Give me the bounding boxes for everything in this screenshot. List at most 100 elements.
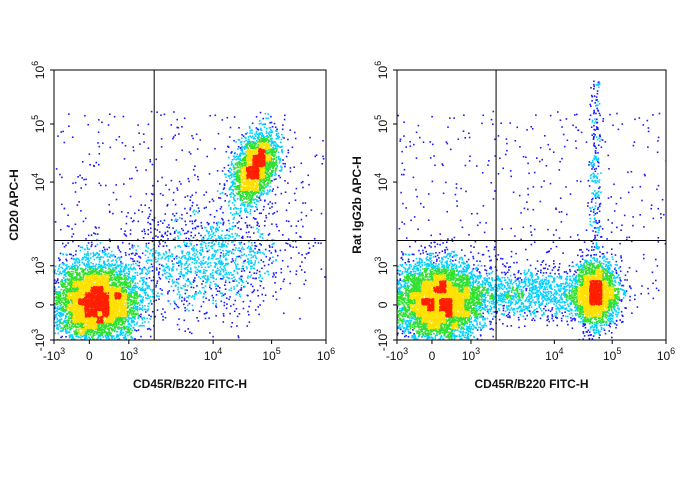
event-dot	[216, 270, 219, 272]
event-dot	[74, 333, 76, 335]
event-dot	[284, 163, 286, 165]
event-dot	[302, 225, 304, 228]
event-dot	[221, 170, 224, 172]
event-dot	[219, 292, 222, 294]
event-dot	[254, 147, 256, 150]
event-dot	[172, 213, 174, 215]
event-dot	[87, 234, 90, 237]
event-dot	[136, 253, 138, 255]
event-dot	[80, 332, 82, 334]
event-dot	[239, 180, 242, 183]
event-dot	[147, 256, 150, 259]
event-dot	[91, 345, 93, 347]
event-dot	[99, 322, 102, 324]
event-dot	[255, 277, 257, 280]
event-dot	[90, 343, 92, 345]
event-dot	[256, 128, 259, 130]
event-dot	[263, 182, 265, 185]
event-dot	[272, 188, 274, 190]
event-dot	[269, 257, 271, 259]
event-dot	[224, 259, 227, 261]
event-dot	[230, 174, 232, 176]
event-dot	[268, 190, 271, 193]
event-dot	[123, 270, 125, 273]
event-dot	[171, 275, 173, 278]
event-dot	[244, 197, 246, 199]
event-dot	[179, 294, 181, 296]
event-dot	[181, 300, 183, 302]
event-dot	[201, 227, 203, 229]
event-dot	[141, 298, 144, 300]
event-dot	[270, 140, 272, 143]
event-dot	[126, 296, 129, 298]
event-dot	[203, 313, 206, 315]
event-dot	[55, 168, 58, 170]
event-dot	[86, 258, 89, 260]
event-dot	[64, 317, 67, 320]
event-dot	[195, 249, 198, 251]
event-dot	[128, 297, 131, 299]
event-dot	[86, 332, 88, 335]
event-dot	[74, 289, 77, 291]
event-dot	[115, 266, 118, 268]
event-dot	[115, 336, 118, 339]
event-dot	[181, 217, 183, 220]
event-dot	[74, 283, 76, 285]
event-dot	[74, 271, 77, 274]
event-dot	[240, 195, 243, 197]
event-dot	[257, 138, 259, 140]
event-dot	[150, 110, 153, 113]
event-dot	[118, 249, 121, 251]
event-dot	[251, 144, 254, 146]
event-dot	[131, 316, 134, 319]
event-dot	[72, 272, 75, 275]
event-dot	[235, 268, 238, 270]
event-dot	[30, 316, 32, 318]
event-dot	[112, 212, 114, 215]
event-dot	[100, 270, 103, 273]
event-dot	[322, 139, 324, 142]
event-dot	[202, 250, 204, 253]
event-dot	[261, 184, 263, 187]
event-dot	[64, 273, 67, 275]
event-dot	[150, 192, 153, 195]
event-dot	[143, 266, 146, 269]
event-dot	[115, 324, 118, 326]
event-dot	[201, 240, 203, 243]
event-dot	[65, 330, 67, 333]
event-dot	[262, 185, 265, 188]
event-dot	[94, 268, 97, 270]
event-dot	[317, 242, 320, 244]
event-dot	[132, 284, 135, 287]
event-dot	[194, 266, 197, 269]
event-dot	[63, 320, 65, 322]
event-dot	[252, 137, 255, 140]
event-dot	[80, 187, 82, 189]
event-dot	[208, 173, 211, 175]
event-dot	[132, 279, 134, 282]
event-dot	[237, 268, 239, 270]
event-dot	[115, 198, 118, 201]
event-dot	[132, 149, 135, 152]
event-dot	[249, 262, 252, 264]
event-dot	[147, 272, 150, 274]
event-dot	[202, 236, 205, 239]
event-dot	[266, 152, 269, 155]
event-dot	[206, 230, 208, 233]
event-dot	[215, 238, 217, 240]
event-dot	[137, 220, 140, 223]
event-dot	[72, 286, 74, 288]
event-dot	[71, 320, 73, 322]
event-dot	[145, 242, 148, 245]
event-dot	[185, 243, 188, 246]
event-dot	[54, 316, 56, 318]
event-dot	[96, 233, 99, 235]
event-dot	[105, 331, 108, 333]
event-dot	[176, 305, 179, 308]
event-dot	[89, 266, 92, 269]
event-dot	[74, 285, 76, 288]
event-dot	[258, 120, 261, 122]
event-dot	[157, 257, 160, 260]
event-dot	[136, 297, 138, 300]
event-dot	[89, 276, 91, 278]
